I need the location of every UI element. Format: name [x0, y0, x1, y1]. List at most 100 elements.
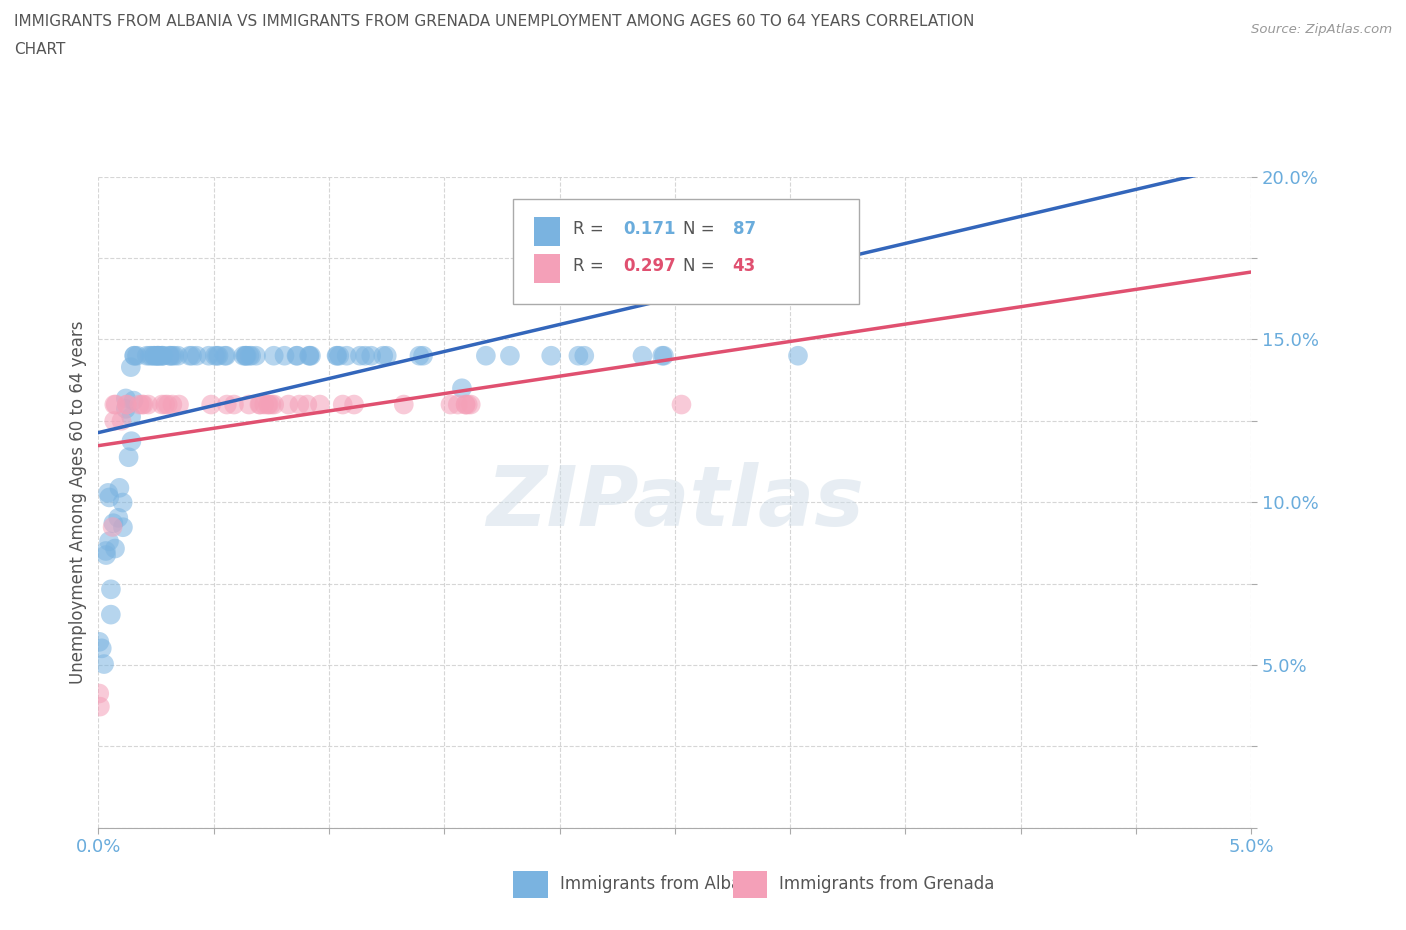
Text: R =: R = [574, 219, 609, 238]
Point [128, 397, 150, 412]
Point [152, 349, 174, 364]
Point [90, 641, 112, 656]
Point [97, 485, 120, 500]
Point [94, 543, 117, 558]
Point [115, 397, 138, 412]
Point [332, 397, 354, 412]
Point [235, 349, 257, 364]
Point [100, 582, 122, 597]
Point [671, 397, 693, 412]
Point [651, 349, 673, 364]
Point [148, 349, 170, 364]
Point [285, 349, 308, 364]
Text: 0.171: 0.171 [623, 219, 675, 238]
Point [138, 349, 160, 364]
Text: 87: 87 [733, 219, 755, 238]
Point [163, 349, 186, 364]
Point [574, 349, 596, 364]
Point [392, 397, 415, 412]
Point [124, 349, 146, 364]
Point [222, 397, 245, 412]
Point [540, 349, 562, 364]
Bar [534, 254, 560, 283]
Point [204, 349, 226, 364]
Point [232, 349, 254, 364]
Point [375, 349, 398, 364]
Point [114, 402, 136, 417]
Point [104, 541, 127, 556]
Point [115, 397, 138, 412]
Point [325, 349, 347, 364]
Point [156, 397, 179, 412]
Text: Source: ZipAtlas.com: Source: ZipAtlas.com [1251, 23, 1392, 36]
Point [439, 397, 461, 412]
Point [309, 397, 332, 412]
Point [135, 349, 157, 364]
Point [146, 349, 169, 364]
Point [567, 349, 589, 364]
Point [103, 516, 125, 531]
Point [260, 397, 283, 412]
Point [111, 520, 134, 535]
Point [247, 397, 270, 412]
Point [108, 481, 131, 496]
Point [120, 360, 142, 375]
Point [155, 397, 177, 412]
Point [215, 397, 238, 412]
Point [136, 397, 159, 412]
Point [249, 397, 271, 412]
Point [148, 349, 170, 364]
Point [240, 349, 263, 364]
Point [104, 397, 127, 412]
Text: 0.297: 0.297 [623, 257, 676, 275]
Point [186, 349, 208, 364]
Point [354, 349, 377, 364]
Point [100, 607, 122, 622]
Point [131, 397, 153, 412]
Point [150, 349, 173, 364]
Point [166, 349, 188, 364]
Point [454, 397, 477, 412]
Point [457, 397, 479, 412]
Point [277, 397, 299, 412]
Point [101, 520, 124, 535]
Text: N =: N = [683, 219, 720, 238]
Point [150, 397, 173, 412]
Point [143, 349, 166, 364]
Point [298, 349, 321, 364]
Point [89, 634, 111, 649]
Point [460, 397, 482, 412]
Point [94, 548, 117, 563]
Point [141, 349, 163, 364]
Point [273, 349, 295, 364]
Point [253, 397, 276, 412]
Point [98, 534, 121, 549]
Point [408, 349, 430, 364]
Point [297, 397, 319, 412]
Point [499, 349, 522, 364]
Point [122, 393, 145, 408]
Point [631, 349, 654, 364]
Point [159, 349, 181, 364]
Point [103, 397, 125, 412]
Point [263, 349, 285, 364]
Point [160, 349, 183, 364]
Point [447, 397, 470, 412]
Point [336, 349, 359, 364]
Text: CHART: CHART [14, 42, 66, 57]
Point [360, 349, 382, 364]
Point [162, 397, 184, 412]
Text: R =: R = [574, 257, 609, 275]
Point [110, 414, 132, 429]
FancyBboxPatch shape [513, 200, 859, 304]
Point [236, 349, 259, 364]
Point [298, 349, 321, 364]
Point [132, 397, 155, 412]
Bar [534, 217, 560, 246]
Point [122, 349, 145, 364]
Point [256, 397, 278, 412]
Point [150, 349, 173, 364]
Point [103, 414, 125, 429]
Text: N =: N = [683, 257, 720, 275]
Point [89, 699, 111, 714]
